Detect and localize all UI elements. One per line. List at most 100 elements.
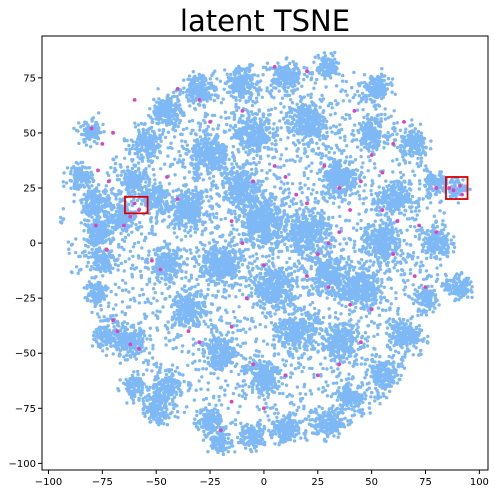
data-point <box>394 296 398 301</box>
data-point <box>115 258 119 262</box>
data-point <box>122 355 126 359</box>
data-point <box>348 418 353 423</box>
data-point <box>251 99 255 104</box>
data-point <box>261 65 266 70</box>
data-point <box>117 245 121 249</box>
data-point <box>195 409 199 414</box>
data-point <box>320 152 324 156</box>
data-point <box>417 324 421 328</box>
data-point <box>84 127 89 131</box>
data-point <box>166 154 170 158</box>
data-point <box>206 356 210 360</box>
data-point <box>414 217 418 221</box>
data-point <box>149 301 153 306</box>
data-point <box>403 285 408 289</box>
data-point <box>241 249 245 254</box>
data-point <box>137 398 141 402</box>
data-point <box>365 344 370 348</box>
data-point <box>155 365 159 369</box>
data-point <box>222 436 227 440</box>
data-point <box>90 198 94 202</box>
data-point <box>267 254 271 258</box>
data-point <box>363 391 367 395</box>
data-point <box>306 198 310 202</box>
data-point <box>295 421 299 426</box>
data-point <box>254 441 259 445</box>
data-point <box>310 300 315 305</box>
data-point <box>197 368 201 372</box>
data-point <box>252 446 257 450</box>
data-point <box>133 334 137 338</box>
data-point <box>104 294 109 298</box>
data-point <box>351 129 355 133</box>
data-point <box>362 411 366 416</box>
data-point <box>200 195 204 199</box>
data-point <box>233 450 237 454</box>
data-point <box>184 275 188 280</box>
data-point <box>94 340 99 344</box>
data-point <box>279 434 283 438</box>
data-point <box>295 408 299 412</box>
data-point <box>223 447 227 451</box>
data-point <box>236 319 240 323</box>
data-point <box>121 288 125 293</box>
data-point <box>370 357 375 362</box>
data-point <box>367 406 372 410</box>
data-point <box>231 391 236 396</box>
data-point <box>324 85 328 89</box>
data-point <box>373 399 377 403</box>
data-point <box>230 223 234 227</box>
data-point <box>188 381 192 386</box>
data-point <box>332 244 336 249</box>
data-point <box>337 148 342 152</box>
data-point <box>185 152 189 156</box>
data-point <box>219 315 223 319</box>
data-point <box>142 402 146 406</box>
data-point <box>392 266 396 270</box>
data-point <box>114 313 119 317</box>
data-point <box>305 285 309 289</box>
data-point <box>159 362 163 367</box>
data-point <box>77 176 81 180</box>
data-point <box>348 116 352 120</box>
data-point <box>113 166 117 171</box>
data-point <box>363 331 368 335</box>
data-point <box>92 178 96 183</box>
data-point <box>272 122 276 126</box>
data-point <box>330 416 335 420</box>
data-point <box>370 353 374 357</box>
data-point <box>279 165 283 169</box>
data-point <box>168 145 173 150</box>
data-point <box>214 403 218 407</box>
data-point <box>111 314 115 318</box>
data-point <box>248 356 252 360</box>
data-point <box>213 407 217 411</box>
data-point <box>429 201 433 205</box>
data-point <box>99 222 104 226</box>
data-point <box>194 367 198 372</box>
data-point <box>151 343 155 348</box>
data-point <box>273 423 277 427</box>
data-point <box>338 136 342 140</box>
data-point <box>343 198 347 202</box>
data-point <box>408 268 413 272</box>
data-point <box>102 130 106 134</box>
data-point <box>323 77 327 81</box>
data-point <box>191 343 196 347</box>
data-point <box>169 162 173 167</box>
data-point <box>333 297 337 302</box>
data-point <box>372 321 376 325</box>
data-point <box>401 173 406 177</box>
data-point <box>177 149 181 154</box>
data-point <box>288 401 293 405</box>
data-point <box>98 345 103 350</box>
data-point <box>345 144 349 148</box>
data-point <box>200 424 204 429</box>
data-point <box>206 421 211 425</box>
data-point <box>210 113 215 118</box>
data-point <box>366 155 371 159</box>
data-point <box>251 148 255 152</box>
data-point <box>279 153 284 157</box>
data-point <box>158 370 162 375</box>
data-point <box>299 399 303 403</box>
